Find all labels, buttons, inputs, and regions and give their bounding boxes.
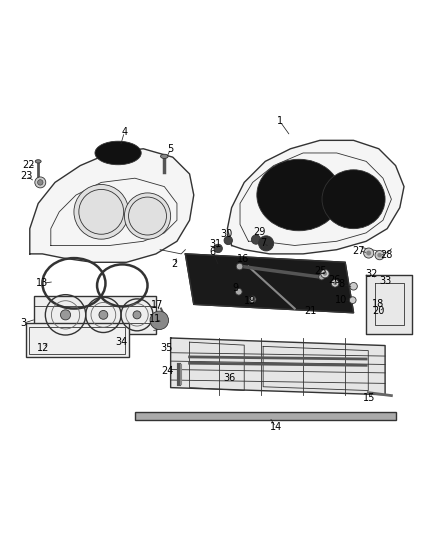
Text: 30: 30 — [220, 229, 233, 239]
Circle shape — [319, 274, 325, 280]
Text: 28: 28 — [380, 250, 392, 260]
Text: 22: 22 — [23, 160, 35, 169]
Ellipse shape — [257, 159, 341, 231]
Circle shape — [38, 180, 43, 185]
Text: 6: 6 — [210, 247, 216, 257]
Circle shape — [375, 251, 384, 260]
Circle shape — [333, 281, 337, 285]
Text: 24: 24 — [162, 366, 174, 376]
Text: 21: 21 — [304, 306, 317, 317]
Text: 11: 11 — [149, 314, 161, 324]
Text: 5: 5 — [167, 144, 174, 154]
FancyBboxPatch shape — [135, 411, 396, 420]
Text: 8: 8 — [338, 279, 344, 289]
Text: 17: 17 — [151, 300, 163, 310]
Circle shape — [236, 263, 243, 270]
Circle shape — [350, 282, 357, 290]
Text: 36: 36 — [223, 373, 236, 383]
Ellipse shape — [35, 160, 41, 163]
Polygon shape — [30, 149, 194, 262]
Circle shape — [35, 177, 46, 188]
Circle shape — [331, 279, 339, 287]
Circle shape — [133, 311, 141, 319]
Ellipse shape — [95, 141, 141, 165]
Circle shape — [99, 310, 108, 319]
Text: 16: 16 — [237, 254, 250, 264]
Ellipse shape — [150, 311, 169, 329]
Circle shape — [377, 253, 382, 257]
Circle shape — [350, 297, 356, 303]
Circle shape — [124, 193, 171, 239]
Text: 27: 27 — [352, 246, 365, 255]
Circle shape — [251, 235, 261, 244]
Circle shape — [74, 184, 129, 239]
Text: 29: 29 — [253, 227, 265, 237]
Text: 1: 1 — [277, 116, 283, 126]
Text: 10: 10 — [335, 295, 347, 305]
Circle shape — [249, 296, 256, 303]
Text: 9: 9 — [232, 282, 238, 293]
Polygon shape — [185, 254, 353, 313]
Text: 33: 33 — [379, 276, 391, 286]
Text: 35: 35 — [160, 343, 173, 353]
Text: 23: 23 — [20, 171, 32, 181]
Text: 34: 34 — [115, 337, 127, 347]
Circle shape — [235, 288, 242, 295]
Text: 31: 31 — [209, 239, 222, 249]
Text: 12: 12 — [37, 343, 49, 353]
Ellipse shape — [258, 236, 274, 251]
Text: 18: 18 — [372, 300, 384, 309]
Text: 26: 26 — [328, 275, 341, 285]
Text: 2: 2 — [172, 260, 178, 269]
Circle shape — [60, 310, 71, 320]
Text: 13: 13 — [36, 278, 49, 288]
Polygon shape — [171, 338, 385, 395]
Text: 25: 25 — [314, 266, 327, 276]
Text: 32: 32 — [365, 269, 378, 279]
FancyBboxPatch shape — [34, 296, 156, 334]
Text: 15: 15 — [364, 393, 376, 403]
Text: 19: 19 — [244, 296, 257, 306]
Ellipse shape — [161, 154, 168, 158]
Circle shape — [366, 251, 371, 255]
Circle shape — [323, 271, 327, 276]
Circle shape — [214, 244, 223, 253]
Text: 7: 7 — [260, 238, 266, 248]
Text: 20: 20 — [373, 306, 385, 317]
Polygon shape — [366, 275, 413, 334]
Circle shape — [224, 236, 233, 245]
Polygon shape — [227, 140, 404, 254]
Text: 4: 4 — [121, 127, 127, 137]
Circle shape — [321, 270, 329, 278]
FancyBboxPatch shape — [25, 324, 129, 357]
Text: 14: 14 — [270, 422, 282, 432]
Circle shape — [364, 248, 374, 258]
Text: 3: 3 — [21, 318, 27, 328]
Ellipse shape — [322, 170, 385, 229]
